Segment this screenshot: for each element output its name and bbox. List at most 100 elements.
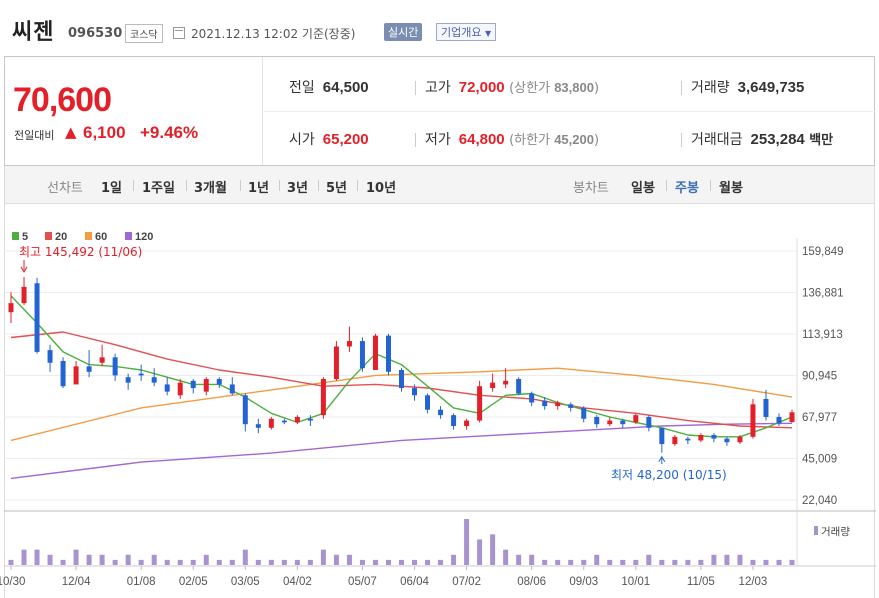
- tab-10y[interactable]: 10년: [366, 181, 397, 196]
- volume-bar: [47, 554, 53, 565]
- volume-bar: [385, 559, 391, 565]
- volume-bar: [99, 554, 105, 565]
- realtime-button[interactable]: 실시간: [384, 23, 423, 41]
- candle-body: [672, 436, 678, 445]
- tab-3y[interactable]: 3년: [287, 181, 309, 196]
- volume-bar: [268, 559, 274, 565]
- volume-bar: [516, 554, 522, 565]
- volume-bar: [620, 559, 626, 565]
- chevron-down-icon: ▼: [484, 29, 492, 38]
- amount-value: 253,284: [750, 131, 805, 148]
- low-annotation-label: 최저 48,200 (10/15): [611, 468, 727, 482]
- tab-separator: [240, 180, 241, 191]
- y-tick-label: 45,009: [802, 453, 837, 465]
- x-tick-label: 10/30: [0, 576, 25, 588]
- volume-bar: [542, 559, 548, 565]
- stock-code: 096530: [68, 26, 123, 41]
- candle-body: [750, 404, 756, 437]
- tab-weekly[interactable]: 주봉: [675, 181, 699, 196]
- tab-separator: [666, 180, 667, 191]
- tab-separator: [279, 180, 280, 191]
- candle-body: [529, 393, 535, 403]
- volume-bar: [724, 554, 730, 565]
- x-tick-label: 07/02: [452, 576, 481, 588]
- candle-body: [568, 404, 574, 408]
- up-arrow-icon: ▲: [65, 123, 77, 141]
- candle-body: [294, 416, 300, 423]
- candle-body: [216, 379, 222, 385]
- price-box: 70,600 전일대비 ▲ 6,100 +9.46%: [5, 57, 263, 165]
- volume-bar: [138, 559, 144, 565]
- candle-body: [789, 412, 795, 423]
- legend-swatch: [12, 232, 19, 240]
- tab-5y[interactable]: 5년: [326, 181, 348, 196]
- candle-body: [555, 402, 561, 407]
- volume-bar: [112, 559, 118, 565]
- ma-120-line: [10, 422, 793, 480]
- candle-body: [73, 366, 79, 385]
- low-annotation-arrowhead: [658, 455, 666, 462]
- volume: 거래량 3,649,735: [691, 77, 804, 97]
- quote-datetime: 2021.12.13 12:02 기준(장중): [191, 27, 356, 41]
- open-value: 65,200: [322, 131, 369, 148]
- candle-body: [425, 395, 431, 410]
- volume-bar: [659, 559, 665, 565]
- quote-panel: 70,600 전일대비 ▲ 6,100 +9.46% 전일 64,500 고가 72…: [4, 56, 875, 166]
- volume-bar: [412, 559, 418, 565]
- volume-bar: [151, 554, 157, 565]
- volume-bar: [307, 559, 313, 565]
- volume-bar: [125, 554, 131, 565]
- ma-60-line: [10, 367, 793, 442]
- volume-bar: [346, 554, 352, 565]
- change-percent: +9.46%: [140, 123, 199, 142]
- candle-body: [698, 435, 704, 441]
- candle-body: [112, 357, 118, 376]
- tab-1w[interactable]: 1주일: [142, 181, 175, 196]
- candle-body: [34, 283, 40, 352]
- y-tick-label: 90,945: [802, 370, 837, 382]
- volume-bar: [255, 559, 261, 565]
- tab-monthly[interactable]: 월봉: [719, 181, 743, 196]
- volume-bar: [164, 559, 170, 565]
- x-tick-label: 11/05: [687, 576, 715, 588]
- line-chart-heading: 선차트: [47, 181, 83, 196]
- candle-body: [138, 373, 144, 376]
- y-tick-label: 136,881: [802, 287, 844, 299]
- tab-1y[interactable]: 1년: [248, 181, 270, 196]
- volume-bar: [8, 559, 14, 565]
- volume-bar: [503, 549, 509, 565]
- volume-bar: [438, 559, 444, 565]
- company-info-dropdown[interactable]: 기업개요 ▼: [436, 23, 497, 41]
- volume-bar: [763, 559, 769, 565]
- amount-label: 거래대금: [691, 132, 743, 148]
- prev-close: 전일 64,500: [289, 77, 369, 97]
- candle-body: [490, 382, 496, 389]
- volume-bar: [86, 554, 92, 565]
- x-tick-label: 06/04: [400, 576, 429, 588]
- candle-body: [190, 380, 196, 389]
- volume-bar: [21, 549, 27, 565]
- open-label: 시가: [289, 132, 315, 148]
- day-high: 고가 72,000 (상한가 83,800): [425, 77, 599, 97]
- legend-swatch: [125, 232, 132, 240]
- volume-label: 거래량: [691, 80, 730, 96]
- quote-row-divider: [264, 111, 875, 112]
- volume-bar: [646, 554, 652, 565]
- volume-bar: [399, 559, 404, 565]
- volume-bar: [34, 549, 40, 565]
- volume-bar: [242, 549, 248, 565]
- candle-body: [607, 420, 613, 425]
- candle-body: [255, 424, 261, 428]
- volume-bar: [490, 534, 496, 565]
- ma-5-line: [10, 295, 793, 438]
- volume-bar: [568, 559, 574, 565]
- legend-label: 120: [135, 231, 153, 243]
- candle-body: [503, 380, 509, 385]
- tab-daily[interactable]: 일봉: [631, 181, 655, 196]
- tab-3m[interactable]: 3개월: [194, 181, 227, 196]
- x-tick-label: 08/06: [517, 576, 546, 588]
- upper-limit-paren: ): [593, 81, 600, 96]
- candle-body: [412, 388, 418, 396]
- x-tick-label: 04/02: [283, 576, 312, 588]
- tab-1d[interactable]: 1일: [101, 181, 123, 196]
